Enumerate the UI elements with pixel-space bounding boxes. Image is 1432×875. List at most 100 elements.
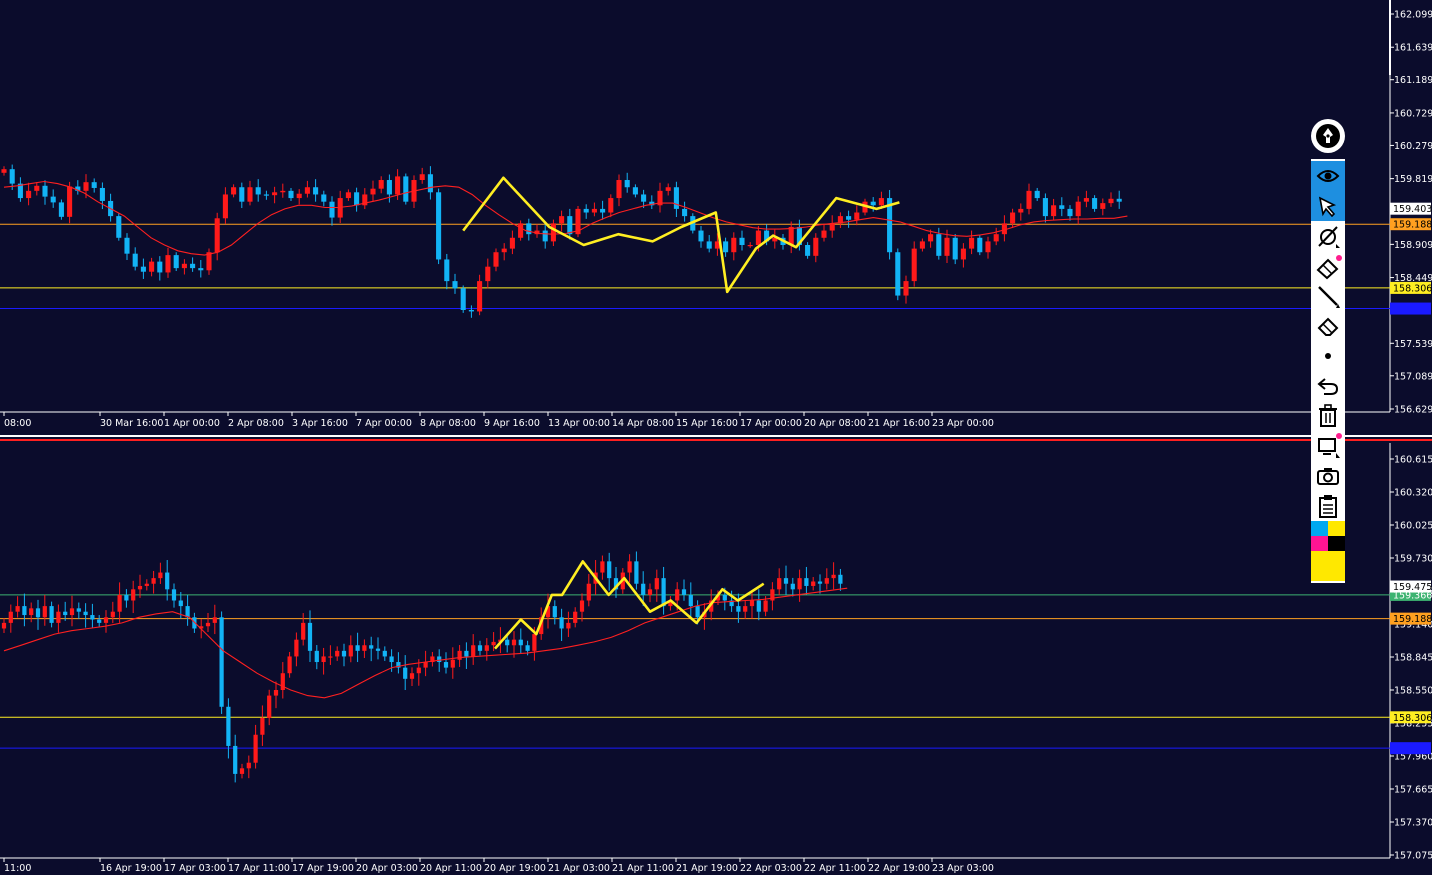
price-level-tag <box>1390 742 1431 755</box>
price-tick-label: 159.819 <box>1394 174 1432 185</box>
candle-body <box>477 645 483 651</box>
candle-body <box>468 309 474 312</box>
candle-body <box>772 237 778 242</box>
time-tick-label: 08:00 <box>4 418 31 429</box>
time-tick-label: 23 Apr 00:00 <box>932 418 994 429</box>
clipboard-icon[interactable] <box>1311 491 1345 521</box>
candle-body <box>219 617 224 707</box>
candle-body <box>165 572 170 590</box>
price-tick-label: 157.960 <box>1394 752 1432 763</box>
candle-body <box>985 241 991 253</box>
candle-body <box>90 615 95 620</box>
candle-body <box>1083 198 1089 202</box>
candle-body <box>952 237 958 260</box>
candle-body <box>668 600 673 607</box>
pencil-icon[interactable] <box>1311 253 1345 283</box>
candle-body <box>804 578 809 586</box>
candle-body <box>171 589 177 601</box>
moving-average-line <box>3 587 848 699</box>
candle-body <box>627 561 632 573</box>
candle-body <box>1100 203 1106 209</box>
candle-body <box>419 174 425 181</box>
candle-body <box>854 212 860 220</box>
camera-icon[interactable] <box>1311 461 1345 491</box>
line-icon[interactable] <box>1311 281 1345 311</box>
candle-body <box>706 241 712 249</box>
hide-drawings-icon[interactable] <box>1311 221 1345 251</box>
candle-body <box>8 611 13 623</box>
candle-body <box>1092 198 1098 209</box>
candle-body <box>518 639 523 646</box>
upper-chart-pane[interactable]: 162.099 161.639 161.189 160.729 160.279 159.8… <box>0 0 1432 429</box>
candle-body <box>181 263 187 269</box>
candle-body <box>824 578 829 584</box>
candle-body <box>837 216 843 224</box>
candle-body <box>91 182 97 188</box>
price-level-tag <box>1390 711 1431 724</box>
candle-body <box>887 198 893 253</box>
price-level-label: 158.306 <box>1393 283 1432 294</box>
time-tick-label: 21 Apr 11:00 <box>612 863 674 874</box>
candle-body <box>403 667 408 679</box>
candle-body <box>222 194 228 219</box>
time-tick-label: 21 Apr 19:00 <box>676 863 738 874</box>
candle-body <box>260 717 265 735</box>
candle-body <box>821 230 827 238</box>
time-tick-label: 22 Apr 11:00 <box>804 863 866 874</box>
candle-body <box>321 194 327 202</box>
candle-body <box>559 216 565 224</box>
candle-body <box>355 645 360 651</box>
candle-body <box>178 600 183 607</box>
candle-body <box>657 190 663 206</box>
dot-icon[interactable] <box>1311 341 1345 371</box>
candle-body <box>797 578 802 590</box>
eye-icon[interactable] <box>1311 161 1345 191</box>
bid-price-label: 159.403 <box>1393 204 1432 215</box>
candle-body <box>436 192 442 260</box>
candle-body <box>335 650 340 657</box>
candle-body <box>205 622 211 627</box>
candle-body <box>573 611 578 623</box>
candle-body <box>1042 198 1048 217</box>
candle-body <box>247 187 253 202</box>
time-tick-label: 16 Apr 19:00 <box>100 863 162 874</box>
eraser-icon[interactable] <box>1311 311 1345 341</box>
candle-body <box>17 183 23 199</box>
time-tick-label: 3 Apr 16:00 <box>292 418 348 429</box>
candle-body <box>698 230 704 242</box>
candle-body <box>246 762 251 769</box>
cursor-arrow-icon[interactable] <box>1311 191 1345 221</box>
trash-icon[interactable] <box>1311 401 1345 431</box>
candle-body <box>960 248 966 260</box>
candle-body <box>198 268 204 271</box>
undo-icon[interactable] <box>1311 371 1345 401</box>
screen-icon[interactable] <box>1311 431 1345 461</box>
candle-body <box>763 600 768 612</box>
candle-body <box>471 645 476 657</box>
candle-body <box>739 237 745 246</box>
time-tick-label: 1 Apr 00:00 <box>164 418 220 429</box>
candle-body <box>525 645 530 651</box>
candle-body <box>97 619 102 623</box>
color-palette-icon[interactable] <box>1311 521 1345 581</box>
time-tick-label: 17 Apr 11:00 <box>228 863 290 874</box>
candle-body <box>681 589 687 595</box>
candle-body <box>831 574 836 579</box>
candle-body <box>790 583 795 590</box>
time-tick-label: 11:00 <box>4 863 31 874</box>
candle-body <box>151 578 156 584</box>
time-tick-label: 14 Apr 08:00 <box>612 418 674 429</box>
pane-separator[interactable] <box>0 0 1432 443</box>
candle-body <box>919 241 925 249</box>
candle-body <box>140 266 146 272</box>
candle-body <box>729 600 734 607</box>
candle-body <box>341 650 347 657</box>
candle-body <box>608 198 614 213</box>
lower-chart-pane[interactable]: 160.615160.320160.025159.730159.435159.1… <box>0 442 1432 874</box>
zigzag-line <box>494 560 765 650</box>
candle-body <box>477 281 483 312</box>
pen-nib-icon[interactable] <box>1311 119 1345 153</box>
candle-body <box>641 194 647 202</box>
candle-body <box>532 634 537 651</box>
